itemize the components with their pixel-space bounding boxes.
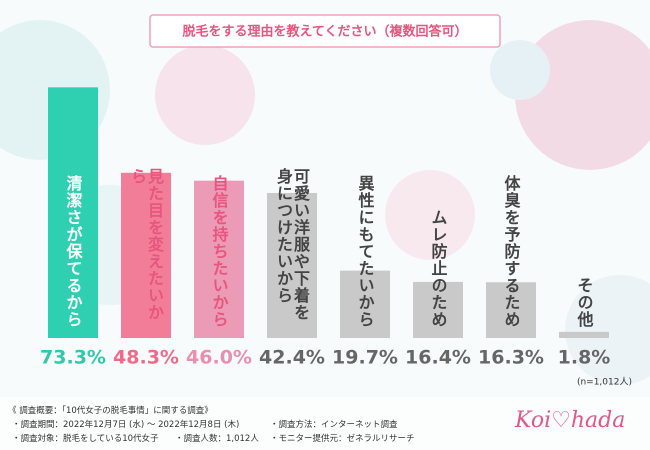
footer-item: ・モニター提供元：ゼネラルリサーチ bbox=[270, 434, 415, 444]
value-label: 46.0% bbox=[186, 347, 252, 369]
bar bbox=[486, 282, 536, 338]
bar bbox=[559, 331, 609, 338]
value-label: 19.7% bbox=[332, 347, 398, 369]
category-label: 自信を持ちたいから bbox=[209, 175, 229, 328]
chart-title: 脱毛をする理由を教えてください（複数回答可） bbox=[183, 24, 468, 40]
category-label: 見た目を変えたいから bbox=[128, 168, 164, 321]
bar bbox=[413, 281, 463, 338]
value-label: 16.4% bbox=[405, 347, 471, 369]
bar bbox=[340, 270, 390, 338]
bar bbox=[121, 172, 171, 338]
category-label: 清潔さが保てるから bbox=[63, 175, 83, 328]
footer-item: ・調査対象：脱毛をしている10代女子 bbox=[12, 434, 159, 444]
category-label: 体臭を予防するため bbox=[501, 175, 521, 328]
value-label: 48.3% bbox=[113, 347, 179, 369]
bar bbox=[194, 180, 244, 338]
value-label: 42.4% bbox=[259, 347, 325, 369]
footer-heading: 《 調査概要：「10代女子の脱毛事情」に関する調査》 bbox=[8, 406, 213, 416]
category-label: その他 bbox=[574, 277, 594, 328]
footer-item: ・調査人数：1,012人 bbox=[175, 434, 259, 444]
category-label: 異性にもてたいから bbox=[355, 175, 375, 328]
value-label: 16.3% bbox=[478, 347, 544, 369]
title-box bbox=[149, 14, 501, 48]
sample-note: (n=1,012人) bbox=[577, 377, 632, 388]
category-label: ムレ防止のため bbox=[428, 209, 448, 328]
bar bbox=[48, 87, 98, 339]
value-label: 1.8% bbox=[558, 347, 611, 369]
logo: Koi♡hada bbox=[515, 408, 626, 433]
footer-item: ・調査期間：2022年12月7日 (水) 〜 2022年12月8日 (木) bbox=[12, 420, 240, 430]
footer-band bbox=[0, 397, 650, 450]
category-label: 可愛い洋服や下着を身につけたいから bbox=[274, 168, 310, 321]
value-label: 73.3% bbox=[40, 347, 106, 369]
footer-item: ・調査方法：インターネット調査 bbox=[270, 420, 398, 430]
bar bbox=[267, 192, 317, 338]
